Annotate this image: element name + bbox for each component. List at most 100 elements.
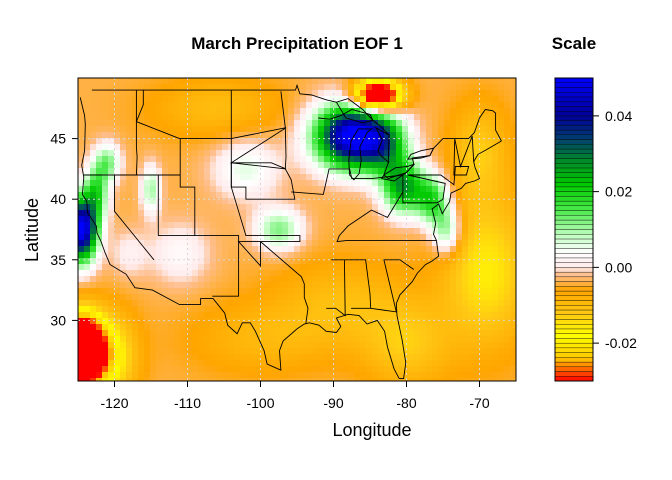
field-cell <box>204 228 211 235</box>
field-cell <box>180 354 187 361</box>
field-cell <box>480 336 487 343</box>
field-cell <box>132 204 139 211</box>
field-cell <box>474 312 481 319</box>
field-cell <box>390 360 397 367</box>
field-cell <box>306 252 313 259</box>
field-cell <box>432 78 439 85</box>
field-cell <box>252 192 259 199</box>
field-cell <box>366 186 373 193</box>
field-cell <box>468 228 475 235</box>
field-cell <box>246 216 253 223</box>
field-cell <box>468 246 475 253</box>
field-cell <box>360 360 367 367</box>
field-cell <box>288 180 295 187</box>
field-cell <box>258 114 265 121</box>
field-cell <box>438 270 445 277</box>
field-cell <box>384 186 391 193</box>
field-cell <box>162 204 169 211</box>
field-cell <box>192 156 199 163</box>
field-cell <box>468 132 475 139</box>
field-cell <box>324 234 331 241</box>
field-cell <box>294 150 301 157</box>
field-cell <box>348 324 355 331</box>
field-cell <box>312 186 319 193</box>
field-cell <box>198 180 205 187</box>
field-cell <box>348 198 355 205</box>
field-cell <box>78 270 85 277</box>
field-cell <box>192 294 199 301</box>
field-cell <box>474 288 481 295</box>
field-cell <box>408 378 415 381</box>
field-cell <box>474 84 481 91</box>
field-cell <box>402 186 409 193</box>
field-cell <box>198 222 205 229</box>
field-cell <box>84 144 91 151</box>
chart-title: March Precipitation EOF 1 <box>191 34 403 53</box>
field-cell <box>420 114 427 121</box>
field-cell <box>138 138 145 145</box>
field-cell <box>282 372 289 379</box>
field-cell <box>138 186 145 193</box>
field-cell <box>216 366 223 373</box>
field-cell <box>276 336 283 343</box>
field-cell <box>306 180 313 187</box>
field-cell <box>480 204 487 211</box>
field-cell <box>450 102 457 109</box>
field-cell <box>474 306 481 313</box>
field-cell <box>186 180 193 187</box>
field-cell <box>96 198 103 205</box>
field-cell <box>204 96 211 103</box>
field-cell <box>420 156 427 163</box>
field-cell <box>120 78 127 85</box>
field-cell <box>258 204 265 211</box>
field-cell <box>396 132 403 139</box>
field-cell <box>360 318 367 325</box>
field-cell <box>156 276 163 283</box>
field-cell <box>492 102 499 109</box>
field-cell <box>138 168 145 175</box>
field-cell <box>474 132 481 139</box>
field-cell <box>498 354 505 361</box>
field-cell <box>102 138 109 145</box>
field-cell <box>318 234 325 241</box>
field-cell <box>108 276 115 283</box>
field-cell <box>408 210 415 217</box>
field-cell <box>90 186 97 193</box>
field-cell <box>168 324 175 331</box>
field-cell <box>426 222 433 229</box>
field-cell <box>444 180 451 187</box>
field-cell <box>384 258 391 265</box>
field-cell <box>246 330 253 337</box>
field-cell <box>468 180 475 187</box>
field-cell <box>408 294 415 301</box>
field-cell <box>480 78 487 85</box>
field-cell <box>102 336 109 343</box>
field-cell <box>462 204 469 211</box>
field-cell <box>354 162 361 169</box>
field-cell <box>300 330 307 337</box>
field-cell <box>360 144 367 151</box>
field-cell <box>192 264 199 271</box>
field-cell <box>360 96 367 103</box>
field-cell <box>474 282 481 289</box>
field-cell <box>354 84 361 91</box>
field-cell <box>276 210 283 217</box>
field-cell <box>480 108 487 115</box>
field-cell <box>486 174 493 181</box>
field-cell <box>360 156 367 163</box>
field-cell <box>432 258 439 265</box>
field-cell <box>390 366 397 373</box>
field-cell <box>450 180 457 187</box>
field-cell <box>486 180 493 187</box>
field-cell <box>486 276 493 283</box>
field-cell <box>318 330 325 337</box>
field-cell <box>252 246 259 253</box>
field-cell <box>264 132 271 139</box>
field-cell <box>240 120 247 127</box>
field-cell <box>444 312 451 319</box>
field-cell <box>282 84 289 91</box>
field-cell <box>174 288 181 295</box>
field-cell <box>372 270 379 277</box>
field-cell <box>210 294 217 301</box>
field-cell <box>222 204 229 211</box>
